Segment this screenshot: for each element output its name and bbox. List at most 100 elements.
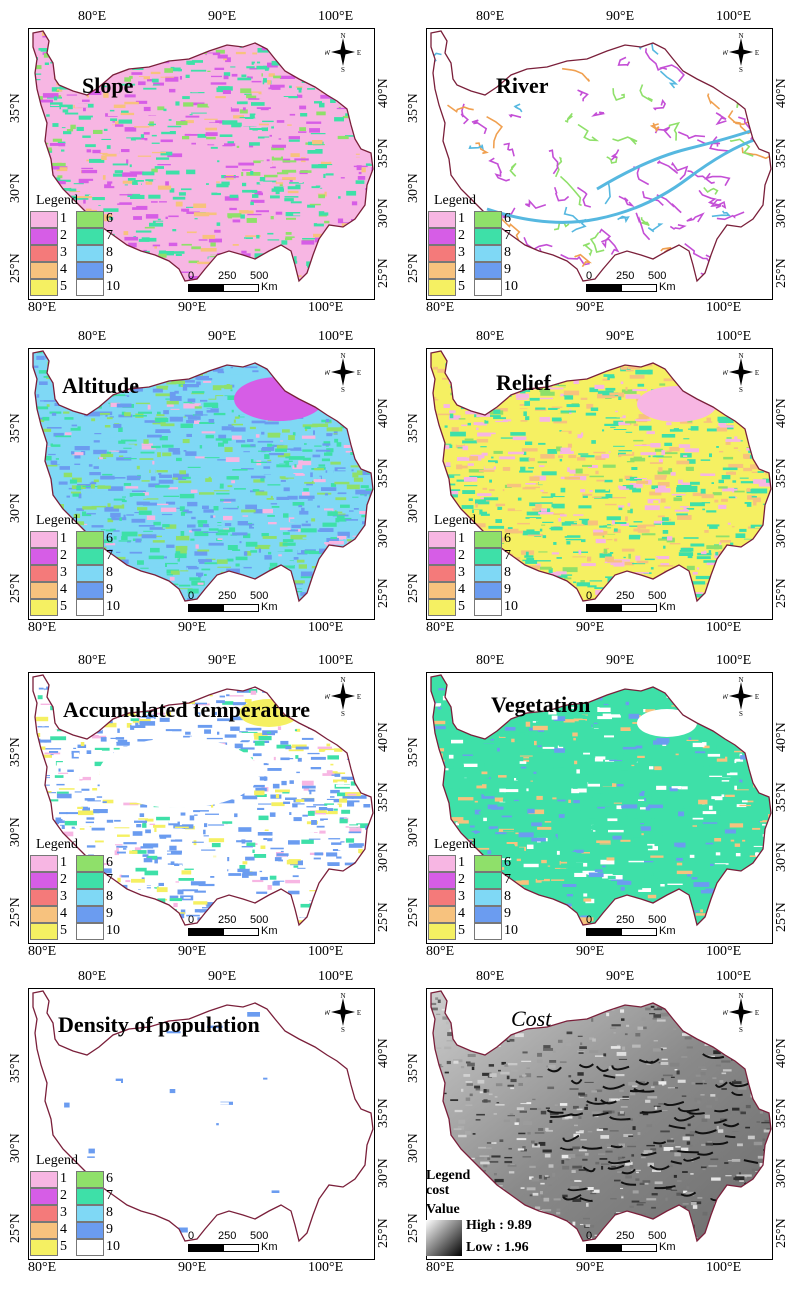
legend-label-2: 2 xyxy=(60,872,67,887)
lon-tick-top: 90°E xyxy=(606,969,635,984)
legend-label-4: 4 xyxy=(458,582,465,597)
compass-w: W xyxy=(325,693,331,701)
lon-tick-bottom: 80°E xyxy=(28,620,57,635)
legend-altitude: Legend 1 2 3 4 5 6 7 8 9 10 xyxy=(30,513,140,618)
lat-tick-left: 35°N xyxy=(8,93,23,123)
scale-unit: Km xyxy=(659,925,676,937)
compass-w: W xyxy=(325,49,331,57)
legend-label-5: 5 xyxy=(458,599,465,614)
legend-swatch-7 xyxy=(76,228,104,245)
legend-swatch-3 xyxy=(428,889,456,906)
lon-tick-top: 90°E xyxy=(606,329,635,344)
lat-tick-right: 40°N xyxy=(376,398,391,428)
legend-title: Legend xyxy=(36,513,78,528)
legend-swatch-10 xyxy=(76,599,104,616)
scale-segment-white xyxy=(621,604,657,612)
lat-tick-right: 30°N xyxy=(774,842,789,872)
lat-tick-left: 25°N xyxy=(406,897,421,927)
scale-bar: 0 250 500 Km xyxy=(586,590,706,614)
panel-title: Density of population xyxy=(58,1012,260,1037)
lon-tick-bottom: 100°E xyxy=(308,620,344,635)
lat-tick-right: 35°N xyxy=(774,138,789,168)
lat-tick-left: 35°N xyxy=(406,737,421,767)
legend-swatch-1 xyxy=(30,1171,58,1188)
legend-label-1: 1 xyxy=(458,211,465,226)
legend-swatch-4 xyxy=(30,582,58,599)
lat-tick-left: 35°N xyxy=(406,1053,421,1083)
compass-s: S xyxy=(341,1026,345,1032)
legend-label-7: 7 xyxy=(504,548,511,563)
map-frame-altitude xyxy=(28,348,375,620)
scale-segment-white xyxy=(621,284,657,292)
lat-tick-right: 30°N xyxy=(774,1158,789,1188)
legend-swatch-3 xyxy=(30,565,58,582)
lat-tick-left: 30°N xyxy=(8,1133,23,1163)
lat-tick-left: 35°N xyxy=(8,413,23,443)
legend-swatch-9 xyxy=(76,906,104,923)
lon-tick-bottom: 90°E xyxy=(178,620,207,635)
scale-segment-white xyxy=(621,928,657,936)
legend-label-3: 3 xyxy=(60,889,67,904)
scale-bar: 0 250 500 Km xyxy=(188,1230,308,1254)
lat-tick-right: 25°N xyxy=(376,902,391,932)
legend-swatch-9 xyxy=(474,582,502,599)
lon-tick-top: 80°E xyxy=(78,969,107,984)
lat-tick-right: 35°N xyxy=(376,782,391,812)
lon-tick-top: 100°E xyxy=(716,653,752,668)
legend-label-6: 6 xyxy=(106,1171,113,1186)
lon-tick-top: 90°E xyxy=(208,9,237,24)
legend-swatch-8 xyxy=(76,565,104,582)
legend-label-4: 4 xyxy=(458,906,465,921)
scale-tick-label: 500 xyxy=(648,270,667,282)
legend-swatch-5 xyxy=(30,923,58,940)
legend-swatch-10 xyxy=(474,279,502,296)
legend-swatch-10 xyxy=(76,279,104,296)
scale-tick-label: 500 xyxy=(250,1230,269,1242)
scale-bar: 0 250 500 Km xyxy=(586,270,706,294)
map-frame-cost xyxy=(426,988,773,1260)
legend-label-7: 7 xyxy=(106,1188,113,1203)
compass-n: N xyxy=(738,352,743,360)
lat-tick-right: 35°N xyxy=(774,1098,789,1128)
scale-tick-label: 0 xyxy=(586,590,593,602)
lat-tick-left: 35°N xyxy=(406,93,421,123)
legend-swatch-1 xyxy=(428,855,456,872)
legend-swatch-2 xyxy=(428,228,456,245)
legend-label-3: 3 xyxy=(458,565,465,580)
legend-swatch-9 xyxy=(474,262,502,279)
legend-swatch-7 xyxy=(474,228,502,245)
lon-tick-bottom: 90°E xyxy=(576,300,605,315)
scale-bar: 0 250 500 Km xyxy=(188,590,308,614)
legend-label-4: 4 xyxy=(60,262,67,277)
lon-tick-top: 90°E xyxy=(208,653,237,668)
legend-label-5: 5 xyxy=(458,279,465,294)
legend-slope: Legend 1 2 3 4 5 6 7 8 9 10 xyxy=(30,193,140,298)
lat-tick-left: 35°N xyxy=(8,737,23,767)
legend-swatch-2 xyxy=(30,872,58,889)
legend-swatch-3 xyxy=(30,889,58,906)
scale-segment-black xyxy=(188,604,224,612)
legend-swatch-3 xyxy=(30,1205,58,1222)
lat-tick-right: 40°N xyxy=(774,1038,789,1068)
scale-bar: 0 250 500 Km xyxy=(586,914,706,938)
lon-tick-bottom: 100°E xyxy=(706,944,742,959)
legend-swatch-6 xyxy=(474,211,502,228)
cost-high-label: High : 9.89 xyxy=(466,1218,532,1233)
scale-tick-label: 500 xyxy=(250,270,269,282)
legend-title: Legend xyxy=(36,193,78,208)
legend-label-10: 10 xyxy=(504,599,518,614)
compass-s: S xyxy=(739,386,743,392)
lat-tick-left: 25°N xyxy=(8,253,23,283)
scale-segment-white xyxy=(223,1244,259,1252)
scale-bar: 0 250 500 Km xyxy=(586,1230,706,1254)
legend-swatch-3 xyxy=(428,245,456,262)
lon-tick-bottom: 80°E xyxy=(28,300,57,315)
lon-tick-top: 80°E xyxy=(476,969,505,984)
lat-tick-left: 30°N xyxy=(406,1133,421,1163)
lat-tick-right: 35°N xyxy=(774,458,789,488)
legend-swatch-8 xyxy=(474,245,502,262)
compass-n: N xyxy=(340,676,345,684)
scale-tick-label: 0 xyxy=(188,590,195,602)
legend-label-5: 5 xyxy=(60,599,67,614)
compass-w: W xyxy=(723,693,729,701)
